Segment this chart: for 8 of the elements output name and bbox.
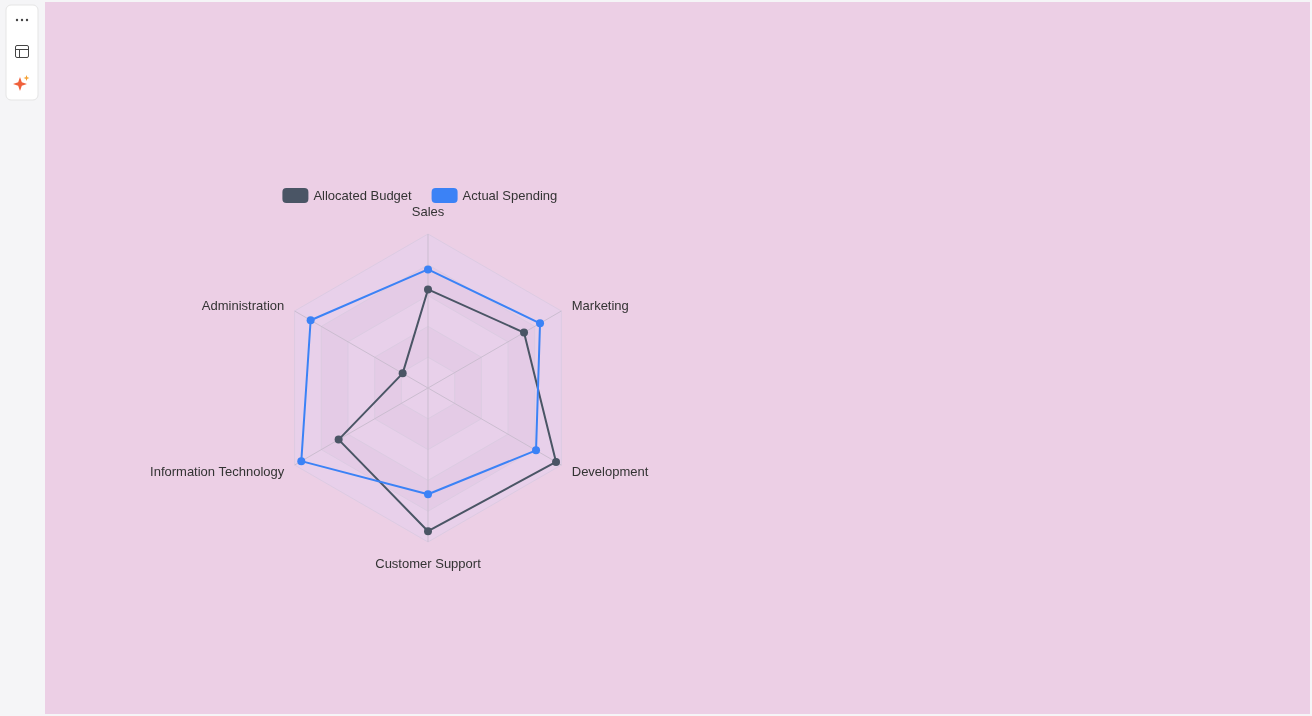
spoke-label: Administration: [201, 298, 285, 313]
spoke-label: Customer Support: [375, 556, 482, 571]
spoke-label: Marketing: [571, 298, 629, 313]
legend-label: Allocated Budget: [313, 187, 413, 203]
legend-label: Actual Spending: [462, 187, 558, 203]
spoke-label: Development: [571, 464, 649, 479]
spoke-label: Sales: [411, 204, 445, 219]
spoke-label: Information Technology: [150, 464, 285, 479]
